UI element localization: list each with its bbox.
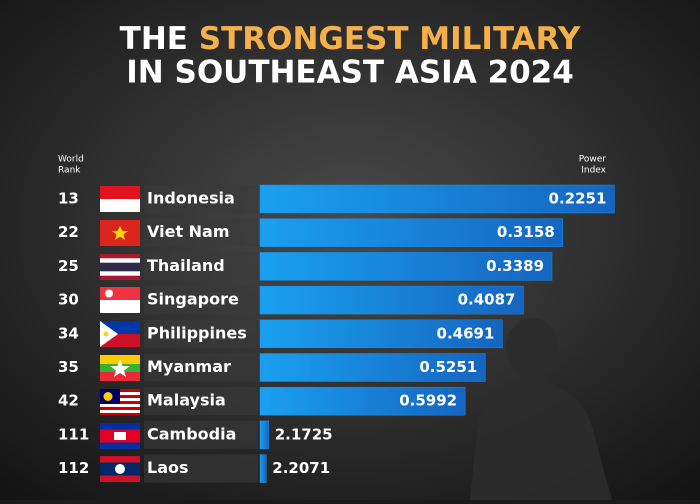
rank-header: Rank <box>58 166 81 176</box>
rank-label: 22 <box>58 223 79 241</box>
flags <box>100 186 140 482</box>
bar <box>259 386 466 416</box>
value-label: 0.3158 <box>497 223 555 241</box>
soldier-silhouette <box>470 318 612 500</box>
category-label: Indonesia <box>147 189 235 208</box>
chart-title: THE STRONGEST MILITARY <box>120 21 581 57</box>
row-band <box>144 185 258 213</box>
bar <box>259 454 267 483</box>
row-band <box>144 353 258 382</box>
rank-label: 42 <box>58 392 79 410</box>
bar <box>259 285 524 315</box>
value-label: 0.5251 <box>419 358 477 376</box>
category-label: Viet Nam <box>147 222 230 241</box>
row-band <box>144 252 258 281</box>
row-band <box>144 218 258 247</box>
category-label: Myanmar <box>147 357 231 376</box>
row-band <box>144 319 258 348</box>
value-label: 0.4691 <box>437 324 495 342</box>
value-label: 0.2251 <box>549 190 607 208</box>
rank-label: 111 <box>58 425 89 443</box>
row-band <box>144 420 258 449</box>
bar <box>259 184 615 214</box>
bar <box>259 319 503 349</box>
rank-label: 30 <box>58 291 79 309</box>
value-header: Index <box>581 166 606 176</box>
category-label: Philippines <box>147 323 247 342</box>
rank-label: 112 <box>58 459 89 477</box>
value-label: 2.1725 <box>275 425 333 443</box>
bar <box>259 218 564 247</box>
chart-title: IN SOUTHEAST ASIA 2024 <box>126 55 574 91</box>
value-label: 0.5992 <box>399 392 457 410</box>
bar <box>259 420 269 450</box>
category-label: Cambodia <box>147 424 236 443</box>
row-band <box>144 387 258 416</box>
rank-label: 34 <box>58 324 79 342</box>
category-label: Malaysia <box>147 391 226 410</box>
rank-header: World <box>58 155 84 165</box>
category-label: Laos <box>147 458 189 477</box>
category-label: Singapore <box>147 290 239 309</box>
row-band <box>144 454 258 483</box>
bar <box>259 353 486 382</box>
value-label: 2.2071 <box>272 459 330 477</box>
rank-label: 25 <box>58 257 79 275</box>
rank-label: 35 <box>58 358 79 376</box>
title-highlight: STRONGEST MILITARY <box>199 21 581 57</box>
value-label: 0.4087 <box>458 291 516 309</box>
rank-label: 13 <box>58 190 79 208</box>
value-label: 0.3389 <box>486 257 544 275</box>
row-band <box>144 286 258 315</box>
title-text: THE <box>120 21 188 57</box>
bar <box>259 252 553 281</box>
category-label: Thailand <box>147 256 225 275</box>
value-header: Power <box>579 155 607 165</box>
